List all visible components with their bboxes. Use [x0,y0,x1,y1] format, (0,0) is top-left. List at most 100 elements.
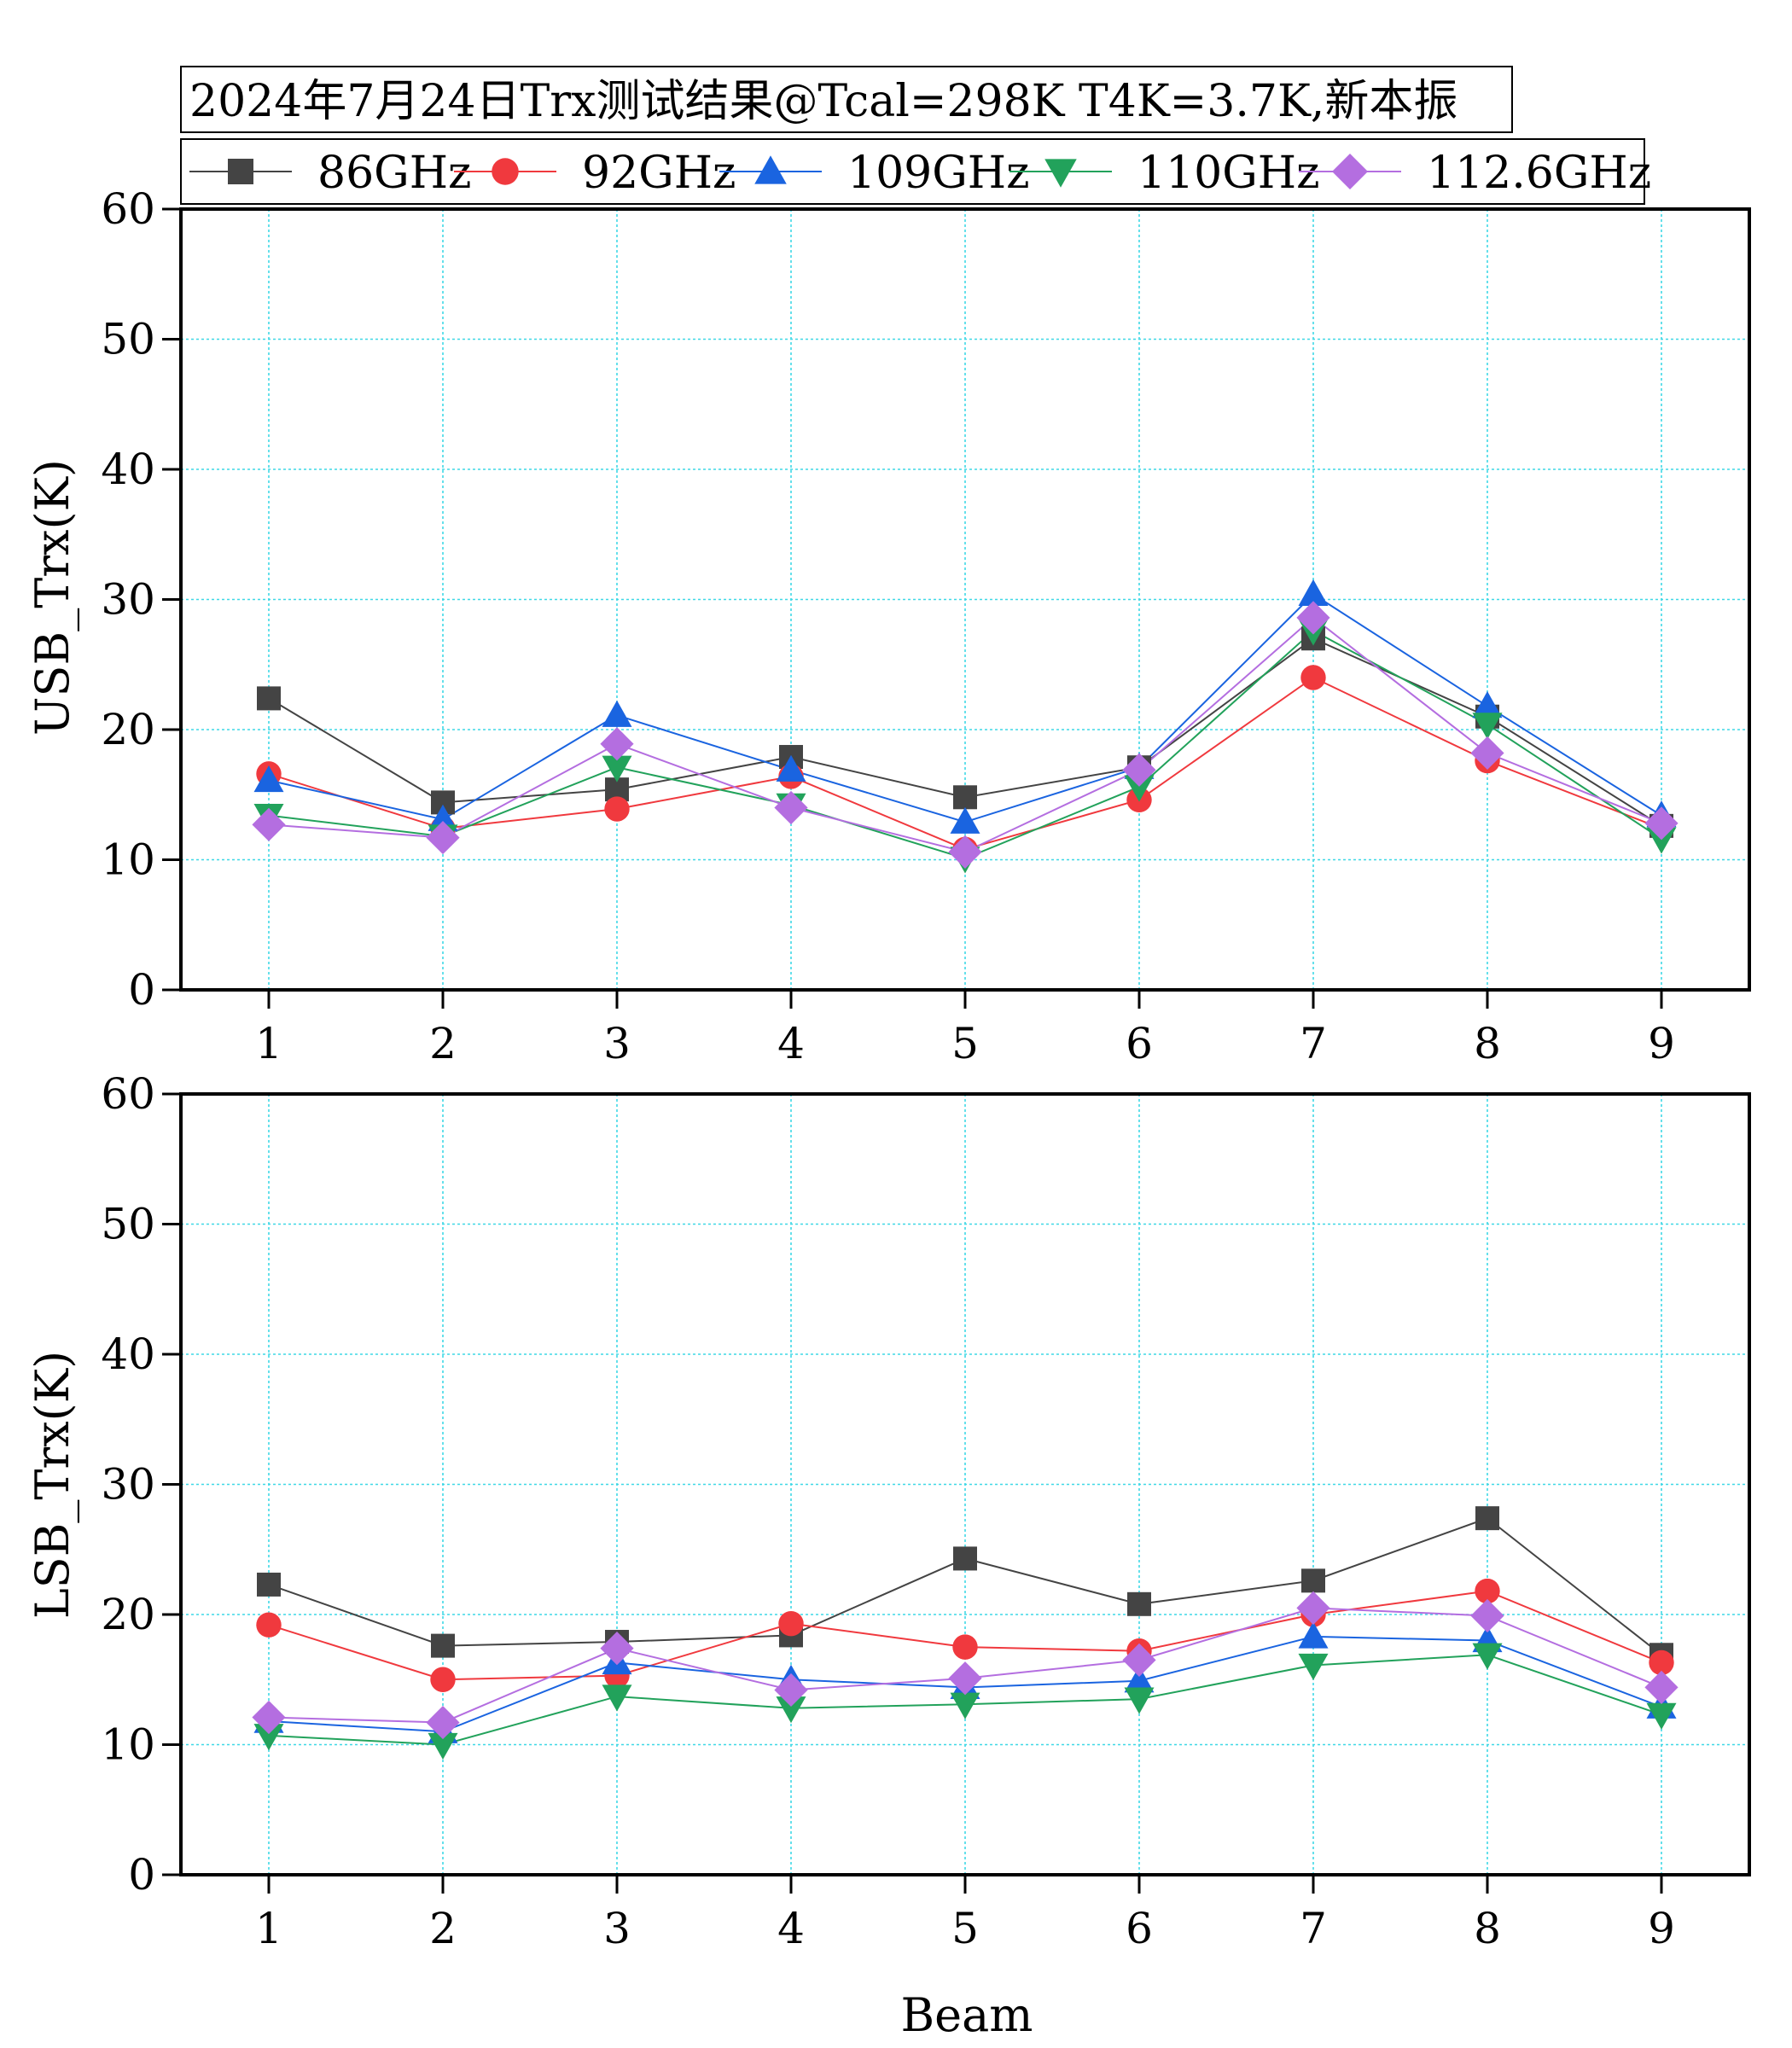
x-tick-label: 1 [255,1904,282,1953]
data-point [1470,736,1504,771]
legend-label: 109GHz [847,148,1030,199]
data-point [1298,579,1329,607]
data-point [604,796,630,822]
data-point [253,1724,284,1751]
data-point [428,1732,458,1760]
x-tick-label: 1 [255,1019,282,1068]
data-point [1470,1598,1504,1633]
data-point [428,804,458,831]
x-tick-label: 9 [1648,1904,1675,1953]
x-tick-label: 8 [1474,1904,1501,1953]
x-tick-label: 5 [951,1904,979,1953]
y-tick-label: 50 [101,1200,155,1249]
x-tick-label: 7 [1300,1904,1327,1953]
data-point [253,765,284,793]
data-point [426,1705,460,1740]
data-point [1124,1687,1155,1714]
data-point [1475,1506,1499,1531]
x-tick-label: 2 [429,1019,457,1068]
data-point [1644,1670,1679,1704]
data-point [257,686,281,711]
data-point [1644,806,1679,841]
data-point [1646,1702,1677,1730]
data-point [953,1546,977,1571]
y-tick-label: 30 [101,575,155,625]
data-point [1649,1649,1674,1676]
usb-panel: 0 10 20 30 40 50 60 1 2 3 4 5 6 7 8 9 USB_Trx(K) [26,184,1751,1068]
data-point [1124,775,1155,802]
y-axis-label: LSB_Trx(K) [26,1351,79,1619]
data-point [600,1632,634,1666]
title-box: 2024年7月24日Trx测试结果@Tcal=298K T4K=3.7K,新本振 [180,66,1513,133]
data-point [778,1610,804,1637]
data-point [1296,601,1330,635]
legend-label: 110GHz [1137,148,1320,199]
data-point [1298,1653,1329,1680]
x-tick-label: 2 [429,1904,457,1953]
x-tick-label: 6 [1126,1019,1153,1068]
chart-title: 2024年7月24日Trx测试结果@Tcal=298K T4K=3.7K,新本振 [189,76,1457,127]
data-point [1127,1591,1151,1616]
data-point [953,785,977,810]
y-tick-label: 10 [101,1720,155,1770]
data-point [1124,1666,1155,1693]
y-tick-label: 50 [101,315,155,364]
x-tick-label: 6 [1126,1904,1153,1953]
data-point [952,1634,978,1660]
legend-item: 92GHz [454,148,736,199]
legend-label: 86GHz [317,148,471,199]
x-axis-label: Beam [900,1988,1033,2042]
data-point [948,835,982,869]
y-tick-label: 20 [101,705,155,754]
legend-marker [492,158,519,185]
data-point [252,1700,286,1735]
data-point [602,700,632,727]
data-point [602,1684,632,1712]
legend-label: 92GHz [582,148,736,199]
data-point [1300,665,1326,690]
data-point [776,1696,806,1724]
x-tick-label: 5 [951,1019,979,1068]
y-tick-label: 10 [101,835,155,885]
data-point [948,1661,982,1696]
data-point [600,727,634,761]
legend-marker [1044,159,1077,188]
y-tick-label: 20 [101,1590,155,1639]
data-point [950,806,980,834]
legend: 86GHz 92GHz 109GHz 110GHz 112.6GHz [180,138,1651,205]
lsb-panel: 0 10 20 30 40 50 60 1 2 3 4 5 6 7 8 9 LSB_Trx(K) [26,1069,1751,1953]
x-tick-label: 8 [1474,1019,1501,1068]
data-point [256,1612,282,1638]
x-tick-label: 4 [777,1019,805,1068]
data-point [1301,1568,1325,1593]
data-point [1122,1643,1156,1677]
x-tick-label: 4 [777,1904,805,1953]
data-point [1296,1591,1330,1625]
data-point [774,1673,808,1708]
y-tick-label: 0 [128,1850,155,1900]
y-axis-label: USB_Trx(K) [26,459,79,736]
legend-item: 112.6GHz [1299,148,1651,199]
data-point [950,1692,980,1719]
legend-item: 109GHz [719,148,1030,199]
data-point [257,1572,281,1597]
data-point [1472,713,1503,740]
data-point [776,754,806,782]
x-tick-label: 9 [1648,1019,1675,1068]
data-point [1472,691,1503,719]
y-tick-label: 60 [101,1069,155,1119]
data-point [1122,753,1156,787]
data-point [430,1667,456,1692]
data-point [602,755,632,783]
data-point [1298,1621,1329,1649]
data-point [252,807,286,841]
data-point [426,820,460,855]
legend-marker [754,155,787,184]
y-tick-label: 0 [128,965,155,1015]
data-point [431,1633,455,1658]
legend-marker [228,159,253,184]
y-tick-label: 40 [101,445,155,494]
data-point [1646,827,1677,854]
legend-label: 112.6GHz [1427,148,1651,199]
